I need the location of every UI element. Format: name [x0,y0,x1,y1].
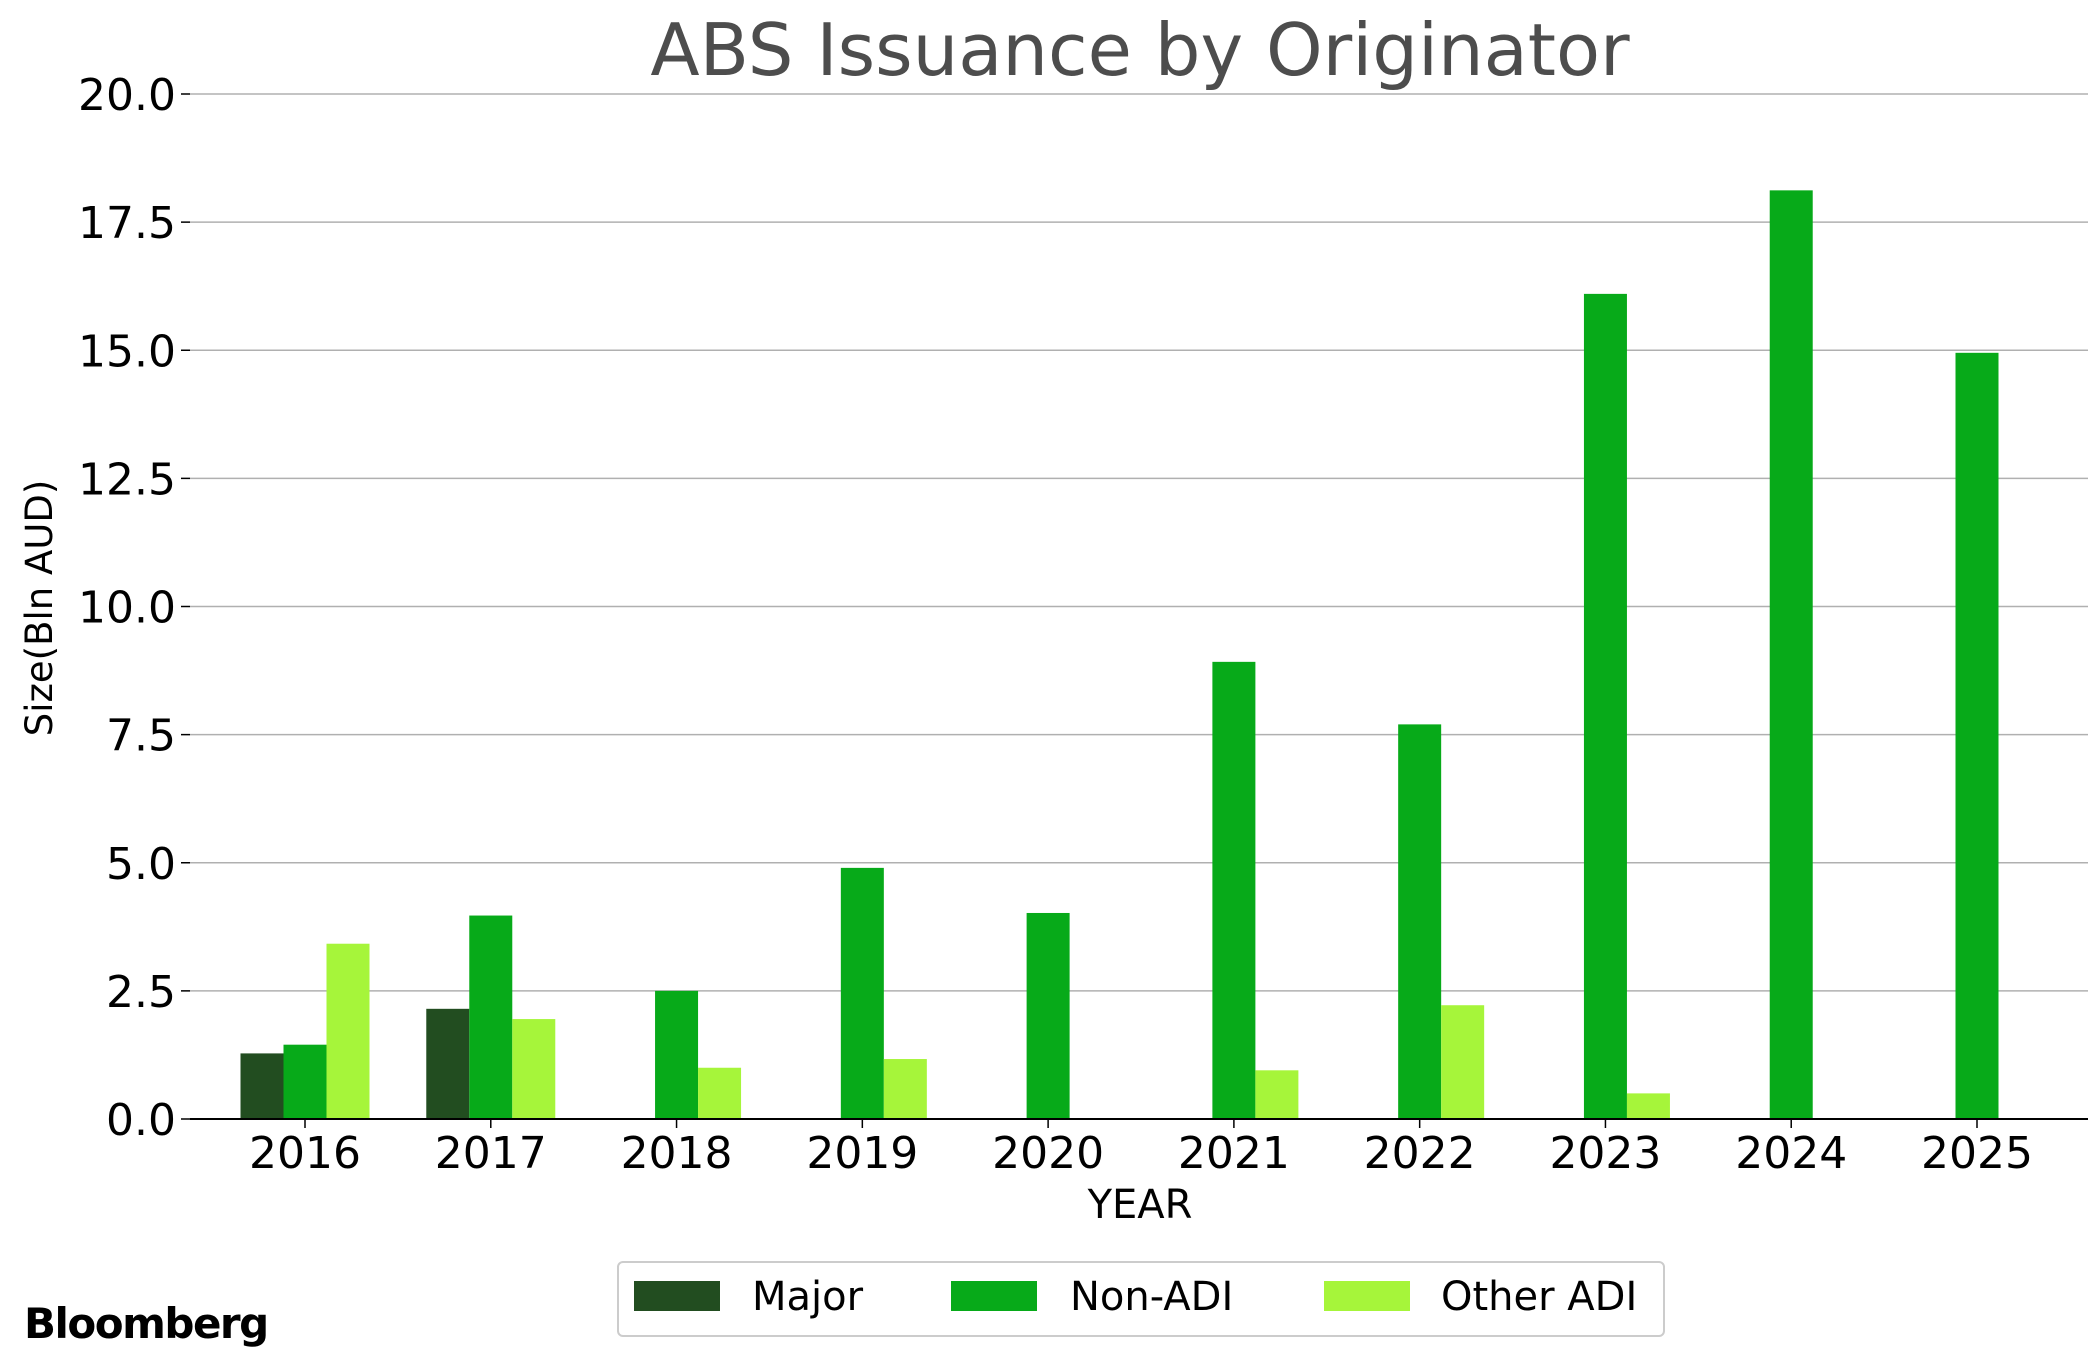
y-axis-label: Size(Bln AUD) [18,480,61,737]
legend-swatch-non-adi [951,1281,1037,1311]
bar-other-adi-2017 [512,1019,556,1119]
bar-non-adi-2023 [1583,293,1627,1119]
bar-non-adi-2022 [1398,724,1442,1119]
y-tick-label: 2.5 [106,967,176,1018]
bar-other-adi-2016 [326,943,370,1119]
bar-non-adi-2018 [655,990,699,1119]
x-tick-label: 2018 [621,1128,733,1179]
legend-label-major: Major [752,1274,864,1320]
y-tick-label: 17.5 [78,198,176,249]
y-tick-label: 12.5 [78,454,176,505]
y-tick-label: 0.0 [106,1095,176,1146]
y-tick-label: 10.0 [78,583,176,634]
bar-other-adi-2021 [1255,1070,1299,1119]
y-tick-label: 7.5 [106,711,176,762]
x-tick-label: 2022 [1364,1128,1476,1179]
legend: Major Non-ADI Other ADI [617,1261,1665,1337]
bar-non-adi-2021 [1212,661,1256,1119]
legend-label-non-adi: Non-ADI [1070,1274,1233,1320]
bar-major-2017 [426,1008,470,1119]
y-tick-label: 15.0 [78,326,176,377]
x-tick-label: 2023 [1549,1128,1661,1179]
x-tick-label: 2016 [249,1128,361,1179]
x-tick-label: 2024 [1735,1128,1847,1179]
bar-other-adi-2022 [1441,1005,1485,1119]
chart-title: ABS Issuance by Originator [650,8,1630,92]
bar-non-adi-2017 [469,915,513,1119]
y-tick-label: 5.0 [106,839,176,890]
bar-non-adi-2024 [1769,190,1813,1120]
bar-other-adi-2018 [698,1067,742,1119]
x-axis-ticks: 2016 2017 2018 2019 2020 2021 2022 2023 2024 2025 [249,1119,2033,1179]
legend-frame [617,1261,1665,1337]
bar-non-adi-2016 [283,1044,327,1119]
gridlines [190,93,2088,992]
x-axis-label: YEAR [1087,1182,1193,1228]
bar-non-adi-2019 [840,867,884,1119]
x-tick-label: 2020 [992,1128,1104,1179]
y-tick-label: 20.0 [78,70,176,121]
bloomberg-logo: Bloomberg [24,1299,268,1348]
bar-other-adi-2019 [883,1059,927,1119]
x-tick-label: 2019 [806,1128,918,1179]
bar-non-adi-2025 [1955,352,1999,1119]
legend-swatch-major [634,1281,720,1311]
bar-other-adi-2023 [1626,1093,1670,1119]
x-tick-label: 2021 [1178,1128,1290,1179]
legend-label-other-adi: Other ADI [1441,1274,1637,1320]
x-tick-label: 2017 [435,1128,547,1179]
x-tick-label: 2025 [1921,1128,2033,1179]
y-axis-ticks: 0.0 2.5 5.0 7.5 10.0 12.5 15.0 17.5 20.0 [78,70,190,1146]
bars [240,190,1999,1120]
bar-major-2016 [240,1053,284,1119]
legend-swatch-other-adi [1324,1281,1410,1311]
bar-non-adi-2020 [1026,912,1070,1119]
